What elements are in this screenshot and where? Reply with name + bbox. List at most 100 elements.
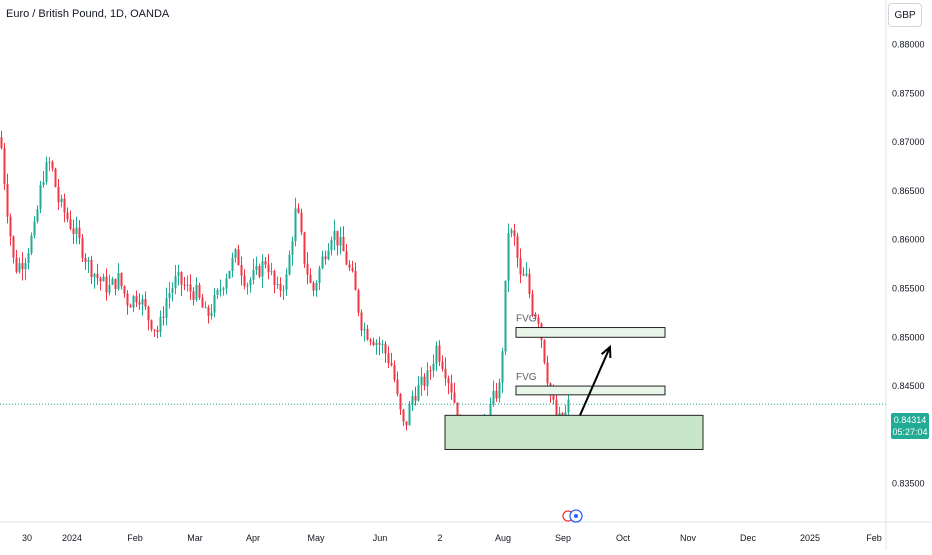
candle <box>507 223 510 293</box>
candle <box>201 293 204 308</box>
candle <box>114 278 117 296</box>
candle <box>267 253 270 280</box>
candle <box>231 252 234 278</box>
candle <box>39 180 42 214</box>
current-price-badge: 0.84314 05:27:04 <box>891 413 929 439</box>
candle <box>432 354 435 378</box>
fvg-zone[interactable] <box>515 327 666 338</box>
candle <box>84 253 87 270</box>
candle <box>342 226 345 252</box>
candle <box>117 263 120 291</box>
candle <box>120 272 123 290</box>
candle <box>168 281 171 309</box>
candle <box>48 157 51 172</box>
candle <box>492 380 495 407</box>
time-tick-label: 30 <box>22 533 32 543</box>
candle <box>264 257 267 269</box>
candle <box>321 250 324 270</box>
candle <box>291 236 294 266</box>
time-tick-label: Oct <box>616 533 631 543</box>
candle <box>372 337 375 347</box>
candle <box>162 306 165 326</box>
candle <box>138 293 141 310</box>
symbol-title[interactable]: Euro / British Pound, 1D, OANDA <box>6 8 170 20</box>
candle <box>273 269 276 294</box>
candle <box>240 256 243 286</box>
candle <box>90 255 93 285</box>
candle <box>42 171 45 188</box>
current-price-value: 0.84314 <box>893 415 927 425</box>
candle <box>513 223 516 246</box>
candle <box>180 271 183 297</box>
projection-arrow[interactable] <box>579 346 611 416</box>
time-tick-label: 2 <box>437 533 442 543</box>
candle <box>192 287 195 306</box>
candle <box>87 256 90 274</box>
candle <box>228 270 231 279</box>
bar-countdown: 05:27:04 <box>892 427 928 437</box>
candle <box>495 382 498 402</box>
candle <box>111 276 114 286</box>
candle <box>315 280 318 297</box>
candle <box>12 235 15 264</box>
candle <box>33 216 36 239</box>
candle <box>204 301 207 309</box>
candle <box>384 341 387 363</box>
time-tick-label: Sep <box>555 533 571 543</box>
candle <box>351 260 354 273</box>
time-tick-label: Feb <box>866 533 882 543</box>
candle <box>54 167 57 188</box>
candle <box>360 309 363 337</box>
candle <box>24 257 27 281</box>
candle <box>135 290 138 308</box>
candle <box>258 263 261 279</box>
candle <box>225 273 228 295</box>
candle <box>390 352 393 367</box>
candle <box>219 279 222 297</box>
candle <box>213 287 216 318</box>
candle <box>444 357 447 386</box>
time-tick-label: Apr <box>246 533 260 543</box>
price-tick-label: 0.86000 <box>892 235 925 245</box>
candle <box>339 226 342 255</box>
price-tick-label: 0.83500 <box>892 479 925 489</box>
candle-layer <box>0 130 570 447</box>
candle <box>132 295 135 313</box>
candle <box>501 347 504 394</box>
candle <box>234 248 237 263</box>
candle <box>327 243 330 261</box>
candle <box>318 265 321 290</box>
time-tick-label: 2025 <box>800 533 820 543</box>
candle <box>141 294 144 316</box>
demand-zone[interactable] <box>444 414 704 450</box>
candle <box>102 273 105 282</box>
candle <box>429 365 432 380</box>
time-tick-label: Dec <box>740 533 757 543</box>
candle <box>387 346 390 369</box>
candle <box>72 219 75 245</box>
candle <box>93 272 96 289</box>
candle <box>249 277 252 293</box>
candle <box>447 375 450 395</box>
candle <box>345 243 348 266</box>
candle <box>279 277 282 298</box>
candle <box>108 274 111 296</box>
candle <box>198 282 201 300</box>
candle <box>441 355 444 372</box>
candle <box>504 280 507 356</box>
candle <box>393 360 396 383</box>
currency-button[interactable]: GBP <box>888 3 922 27</box>
candle <box>420 367 423 396</box>
candle <box>516 232 519 268</box>
candle <box>69 210 72 231</box>
price-tick-label: 0.85000 <box>892 332 925 342</box>
candle <box>144 291 147 310</box>
candle <box>510 227 513 238</box>
fvg-label: FVG <box>516 314 537 325</box>
candle <box>51 160 54 172</box>
candle <box>303 231 306 268</box>
candle <box>330 236 333 256</box>
candle <box>525 262 528 277</box>
candle <box>312 281 315 297</box>
